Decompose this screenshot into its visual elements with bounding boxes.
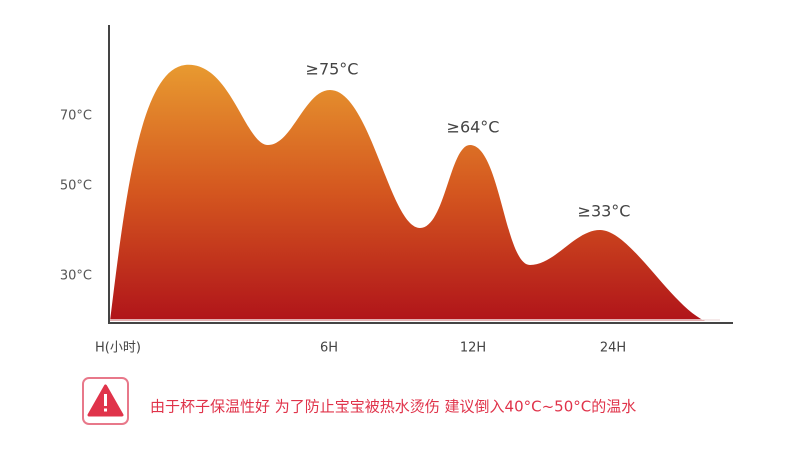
- y-label: 50°C: [60, 179, 92, 194]
- notice-text: 由于杯子保温性好 为了防止宝宝被热水烫伤 建议倒入40°C~50°C的温水: [150, 398, 636, 416]
- x-label: 24H: [600, 341, 626, 356]
- y-label: 70°C: [60, 109, 92, 124]
- x-label: H(小时): [95, 341, 141, 356]
- peak-annotation: ≥33°C: [578, 202, 631, 221]
- x-label: 6H: [320, 341, 338, 356]
- x-label: 12H: [460, 341, 486, 356]
- peak-annotation: ≥64°C: [447, 118, 500, 137]
- y-label: 30°C: [60, 269, 92, 284]
- warning-dot: [104, 408, 107, 412]
- warning-mark: [104, 394, 107, 406]
- temperature-curve: [110, 64, 705, 322]
- peak-annotation: ≥75°C: [306, 60, 359, 79]
